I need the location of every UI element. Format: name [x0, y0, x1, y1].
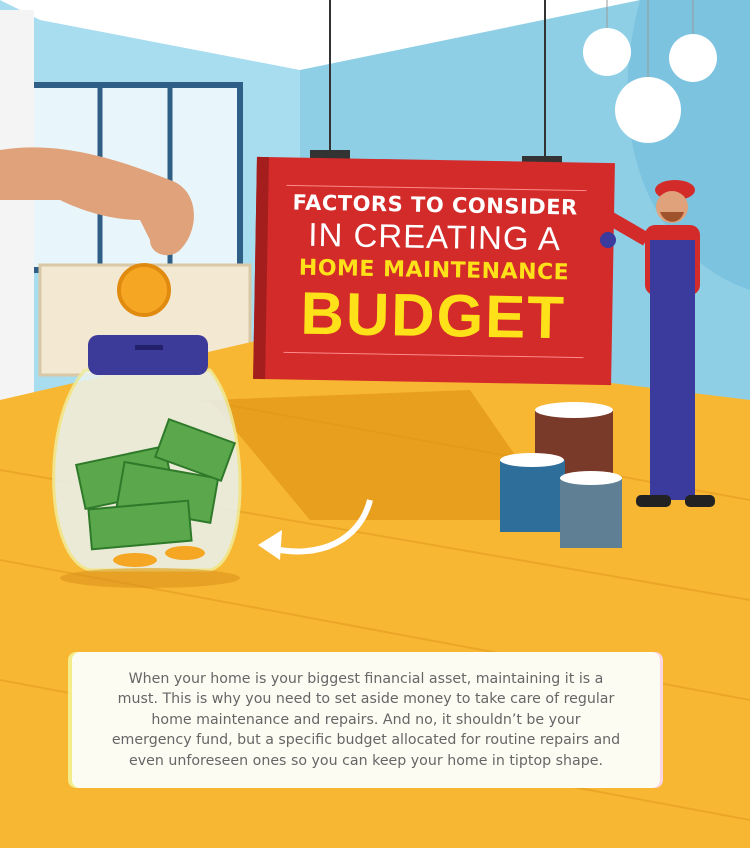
coin-icon — [117, 263, 171, 317]
paint-cans — [500, 402, 622, 548]
intro-line: emergency fund, but a specific budget al… — [111, 732, 621, 749]
sign-board — [253, 156, 615, 386]
intro-line: must. This is why you need to set aside … — [117, 691, 615, 708]
ceiling — [0, 0, 640, 70]
wall-curve — [627, 0, 750, 290]
arrow-icon — [269, 499, 373, 555]
sign-title: FACTORS TO CONSIDER IN CREATING A HOME M… — [253, 160, 615, 386]
pendant-lamps — [583, 0, 717, 143]
intro-line: home maintenance and repairs. And no, it… — [151, 711, 581, 728]
sign-shadow — [210, 390, 560, 520]
title-line-4: BUDGET — [300, 279, 567, 352]
money-jar — [52, 335, 242, 588]
worker — [599, 180, 715, 507]
hand — [0, 147, 194, 256]
title-line-2: IN CREATING A — [308, 215, 562, 258]
curtain — [0, 10, 34, 410]
intro-card: When your home is your biggest financial… — [72, 652, 660, 788]
intro-line: even unforeseen ones so you can keep you… — [129, 752, 603, 769]
intro-line: When your home is your biggest financial… — [128, 670, 604, 687]
